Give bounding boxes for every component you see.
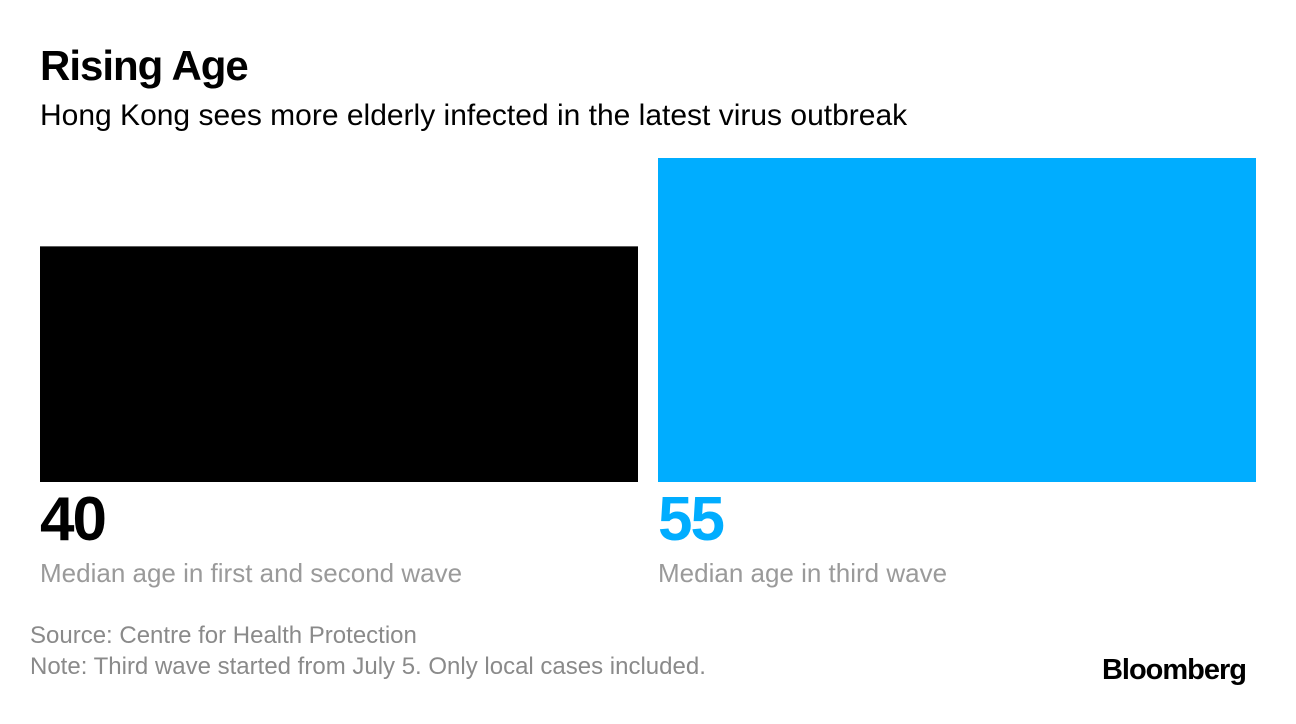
chart-title: Rising Age (40, 42, 248, 89)
category-label: Median age in first and second wave (40, 558, 462, 588)
note: Note: Third wave started from July 5. On… (30, 653, 706, 680)
source: Source: Centre for Health Protection (30, 622, 417, 649)
bar (40, 246, 638, 482)
value-label: 40 (40, 485, 105, 554)
bar (658, 158, 1256, 482)
category-label: Median age in third wave (658, 558, 947, 588)
chart-subtitle: Hong Kong sees more elderly infected in … (40, 99, 908, 132)
value-label: 55 (658, 485, 723, 554)
logo: Bloomberg (1102, 654, 1246, 686)
